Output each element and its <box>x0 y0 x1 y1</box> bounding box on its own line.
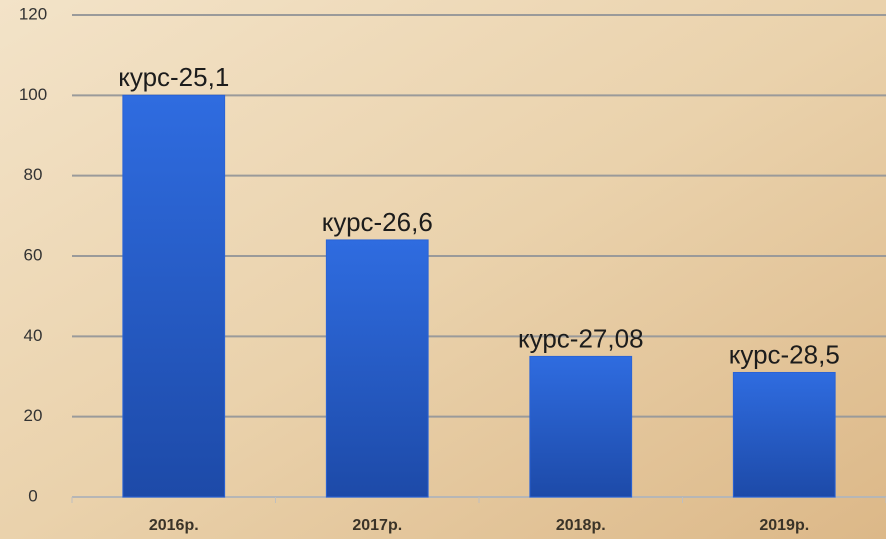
bar-annotation: курс-28,5 <box>729 339 840 369</box>
x-tick-label: 2016р. <box>149 517 199 534</box>
y-tick-label: 120 <box>19 4 47 23</box>
y-tick-label: 60 <box>24 245 43 264</box>
x-tick-label: 2017р. <box>352 517 402 534</box>
chart: 0 20 40 60 80 100 120 2016р. курс-25,1 2017р. курс… <box>0 0 886 539</box>
x-tick-label: 2019р. <box>759 517 809 534</box>
bar-annotation: курс-27,08 <box>518 323 644 353</box>
bar <box>326 240 428 497</box>
bar-annotation: курс-25,1 <box>118 62 229 92</box>
y-tick-label: 20 <box>24 406 43 425</box>
x-tick-label: 2018р. <box>556 517 606 534</box>
bar <box>733 372 835 497</box>
bar-annotation: курс-26,6 <box>322 207 433 237</box>
bar <box>123 95 225 497</box>
page: 0 20 40 60 80 100 120 2016р. курс-25,1 2017р. курс… <box>0 0 886 539</box>
bar <box>530 356 632 497</box>
y-tick-label: 80 <box>24 165 43 184</box>
y-tick-label: 40 <box>24 326 43 345</box>
y-tick-label: 0 <box>28 486 37 505</box>
y-tick-label: 100 <box>19 85 47 104</box>
